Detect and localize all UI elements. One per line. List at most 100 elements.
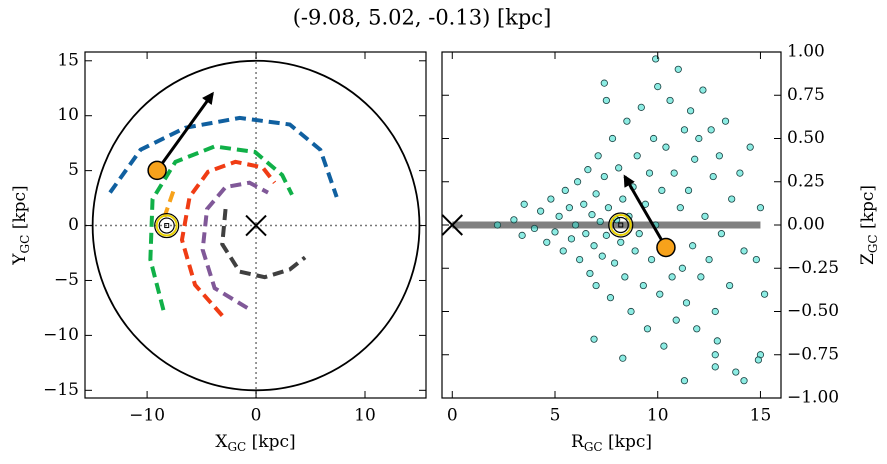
x-tick-label: 0: [447, 406, 458, 426]
star-point: [711, 351, 719, 359]
star-point: [617, 238, 625, 246]
y-tick-label: −0.50: [787, 301, 839, 321]
y-tick-label: 10: [57, 105, 79, 125]
axis-label: ZGC [kpc]: [858, 185, 880, 265]
spiral-arm: [220, 208, 307, 280]
star-point: [740, 377, 748, 385]
star-point: [561, 186, 569, 194]
star-point: [608, 134, 617, 143]
star-point: [493, 221, 502, 229]
x-tick-label: 10: [354, 406, 376, 426]
sun-marker: [164, 223, 170, 229]
star-point: [732, 368, 740, 376]
plot-area: [442, 55, 769, 385]
star-point: [530, 224, 539, 233]
star-point: [726, 281, 734, 290]
star-point: [699, 86, 707, 94]
star-point: [606, 294, 615, 302]
star-point: [645, 169, 654, 177]
y-tick-label: −5: [54, 270, 79, 290]
object-position: [656, 237, 676, 258]
star-point: [643, 325, 652, 333]
x-tick-label: 10: [647, 406, 669, 426]
galactic-center: [245, 214, 267, 237]
star-point: [590, 335, 598, 343]
panel: 0 5 10 15 −1.00 −0.75 −0.50 −0.25 0.00 0.25 0.50 0.…: [441, 42, 880, 454]
star-point: [689, 242, 697, 250]
star-point: [658, 186, 666, 194]
label-unit: [kpc]: [10, 185, 30, 234]
label-sub: GC: [866, 234, 880, 253]
star-point: [602, 96, 610, 105]
star-point: [588, 211, 596, 219]
sun-marker: [609, 214, 632, 236]
x-tick-label: 15: [750, 406, 772, 426]
star-point: [676, 204, 684, 212]
star-point: [586, 269, 594, 278]
star-point: [760, 290, 769, 298]
star-point: [680, 126, 689, 134]
star-point: [715, 152, 723, 160]
label-sub: GC: [227, 440, 246, 454]
y-tick-label: 0.25: [787, 171, 825, 191]
star-point: [592, 190, 600, 198]
y-tick-label: −10: [43, 325, 79, 345]
star-point: [510, 216, 518, 224]
star-point: [736, 169, 744, 177]
star-point: [711, 307, 719, 316]
star-point: [576, 255, 584, 264]
star-point: [695, 134, 703, 143]
star-point: [518, 231, 526, 239]
star-point: [543, 238, 551, 246]
star-point: [565, 204, 573, 212]
sun-marker: [608, 212, 634, 238]
star-point: [707, 126, 715, 134]
y-tick-label: −0.25: [787, 258, 839, 278]
star-point: [674, 65, 682, 73]
star-point: [602, 231, 610, 239]
label-main: R: [571, 432, 585, 452]
star-point: [621, 273, 629, 281]
star-point: [559, 247, 567, 255]
x-tick-label: −10: [129, 406, 165, 426]
y-tick-label: −1.00: [787, 388, 839, 408]
star-point: [596, 217, 604, 226]
label-main: Y: [10, 253, 30, 266]
spiral-arm: [179, 159, 277, 317]
star-point: [756, 204, 765, 212]
star-point: [639, 281, 647, 290]
object-position: [147, 160, 167, 181]
star-point: [592, 281, 600, 290]
label-unit: [kpc]: [246, 432, 295, 452]
label-unit: [kpc]: [603, 432, 652, 452]
velocity-arrow: [155, 91, 214, 172]
y-tick-label: 15: [57, 50, 79, 70]
label-unit: [kpc]: [858, 185, 878, 234]
plot-area: [85, 52, 426, 398]
star-point: [633, 152, 641, 160]
star-point: [705, 255, 713, 264]
star-point: [662, 143, 670, 151]
sun-marker: [154, 212, 180, 239]
star-point: [635, 230, 643, 238]
star-point: [647, 255, 656, 264]
star-point: [728, 195, 736, 203]
star-point: [680, 377, 689, 385]
star-point: [598, 252, 606, 260]
star-point: [682, 299, 691, 307]
y-tick-label: 1.00: [787, 42, 825, 62]
spiral-arm: [162, 190, 176, 218]
star-point: [693, 325, 701, 333]
star-point: [567, 235, 576, 243]
star-point: [711, 363, 719, 371]
galactic-center: [442, 214, 463, 236]
spiral-arm: [148, 144, 294, 311]
label-sub: GC: [584, 440, 603, 454]
star-point: [717, 230, 726, 238]
sun-marker: [612, 216, 629, 234]
y-tick-label: −15: [43, 380, 79, 400]
star-point: [619, 354, 627, 362]
star-point: [650, 134, 658, 143]
